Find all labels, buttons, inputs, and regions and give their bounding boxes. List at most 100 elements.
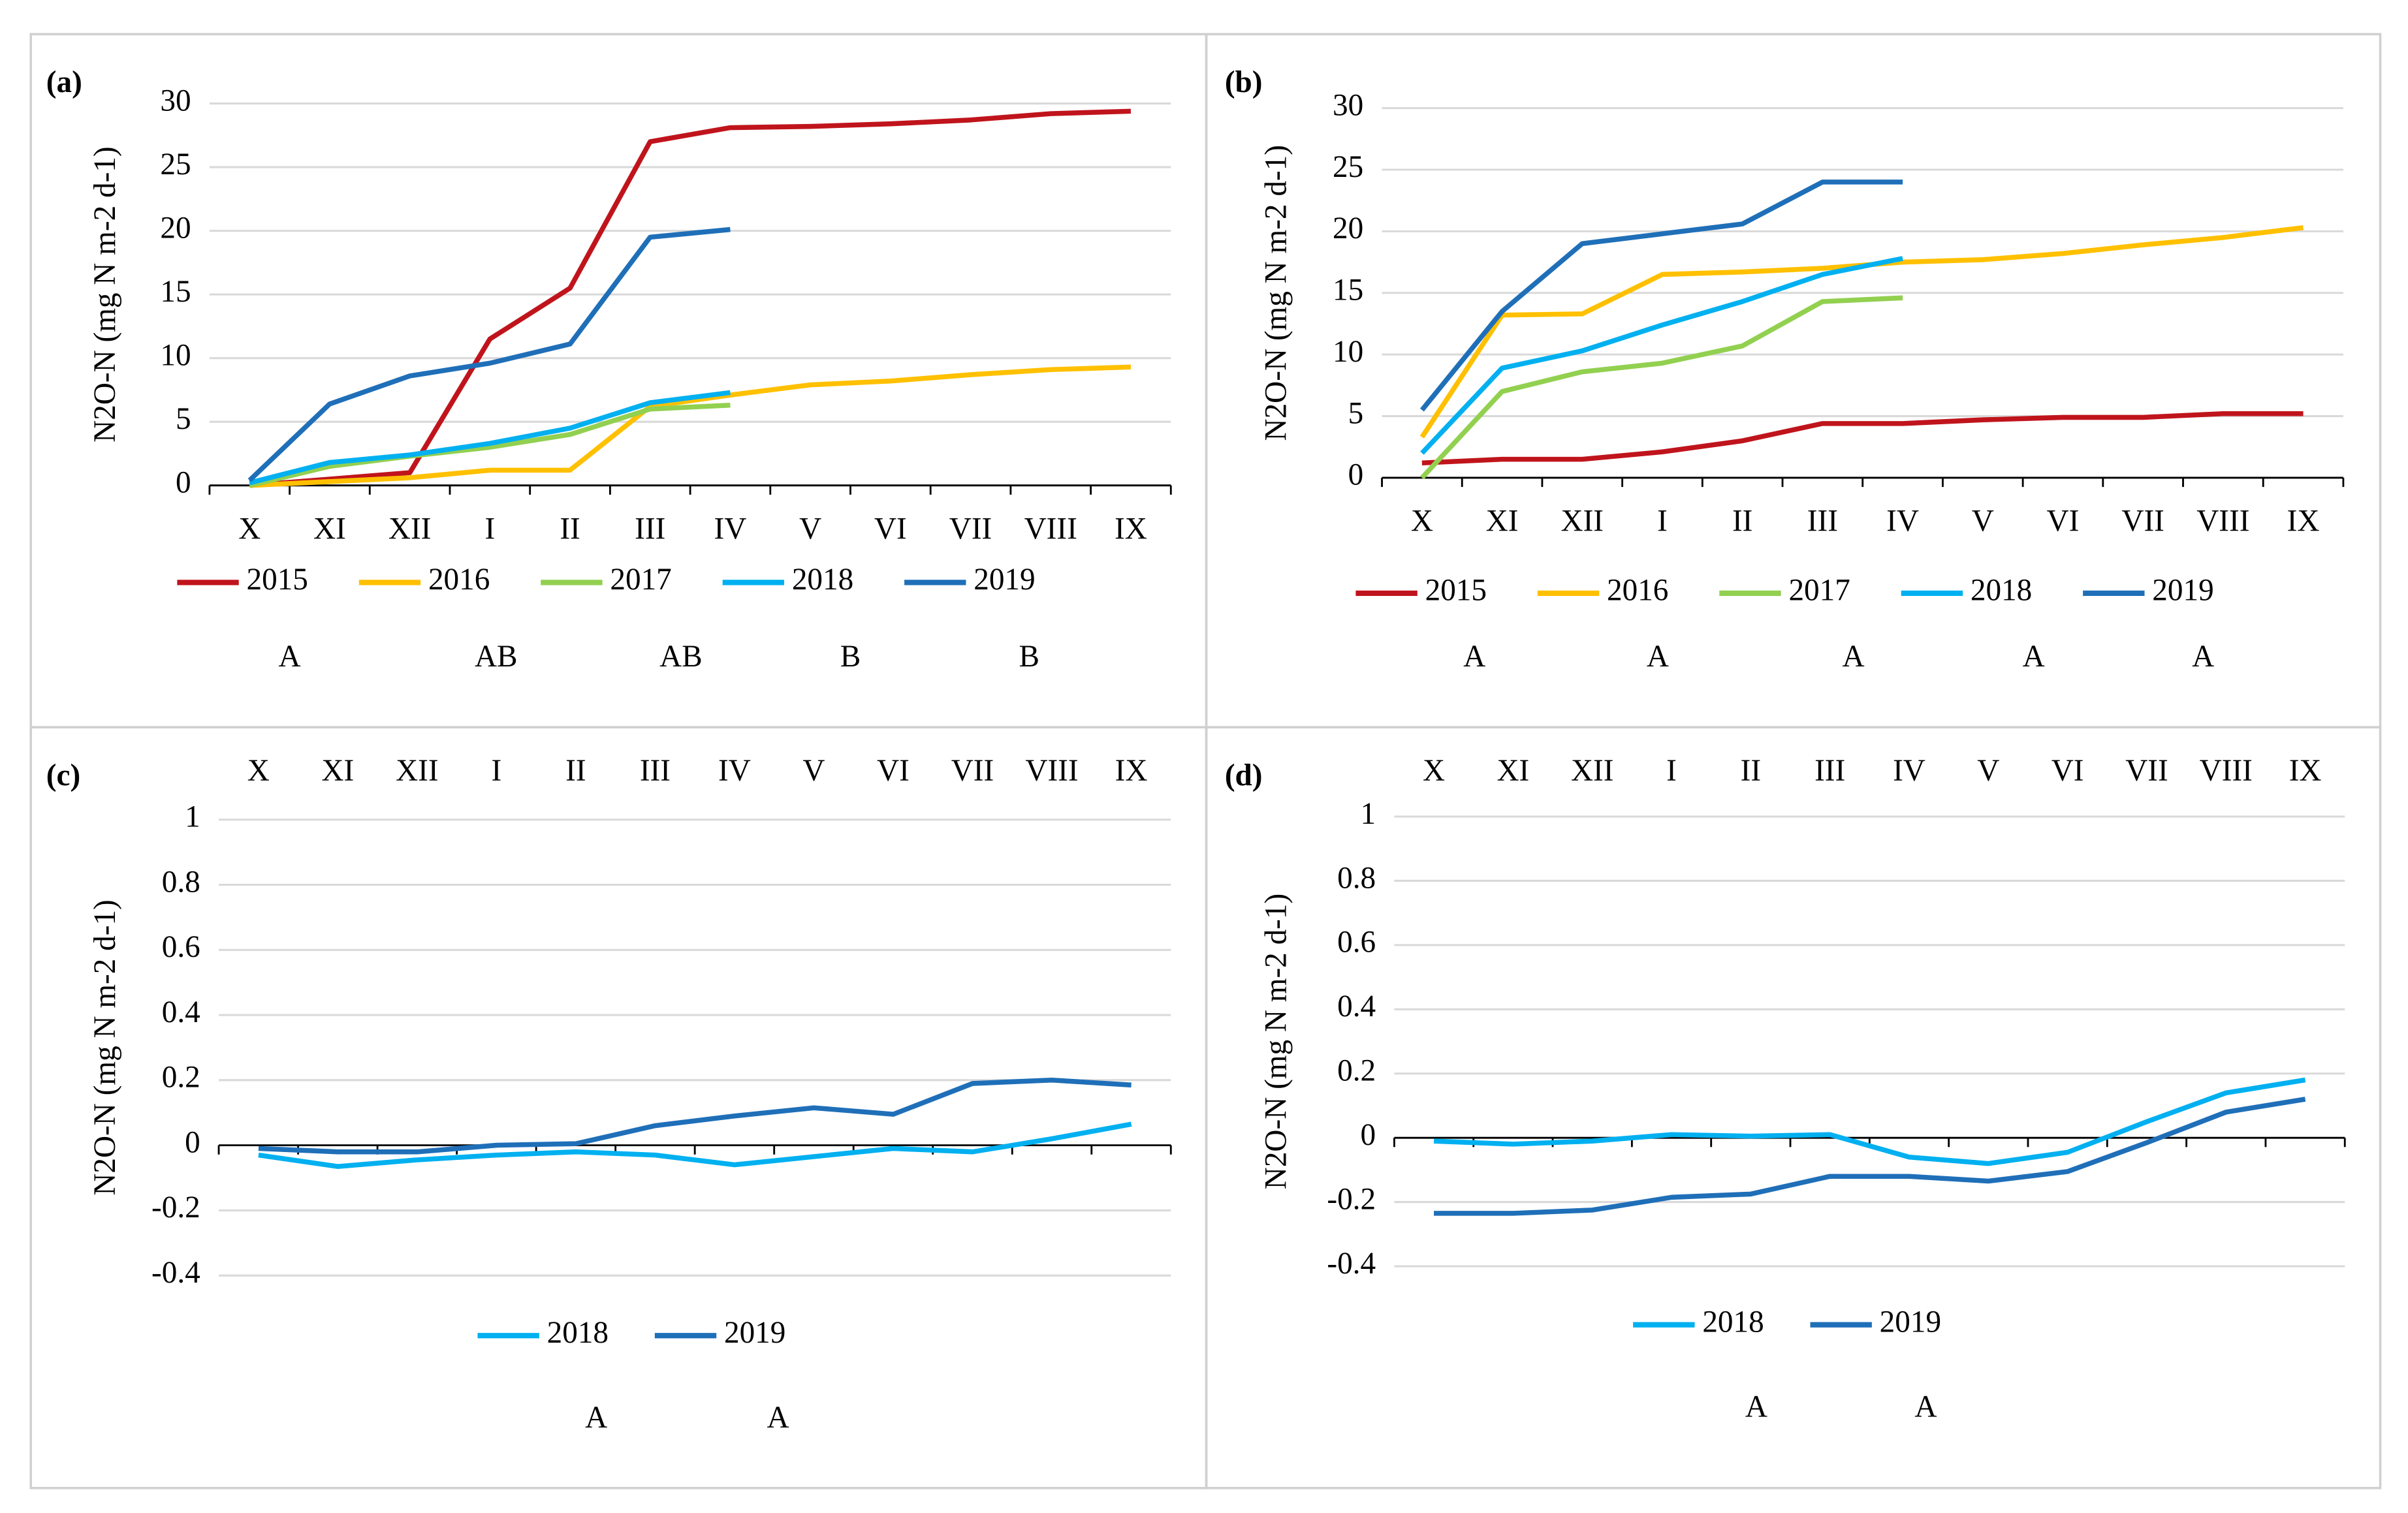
y-tick-label: -0.4: [151, 1256, 200, 1290]
x-tick-label: IX: [1115, 754, 1148, 788]
x-tick-label: VIII: [1024, 512, 1077, 546]
annotation: A: [1647, 640, 1669, 674]
x-tick-label: X: [247, 754, 270, 788]
y-tick-label: 0.6: [162, 930, 200, 964]
y-tick-label: 20: [160, 211, 191, 245]
annotation: A: [1463, 640, 1485, 674]
y-tick-label: 0: [185, 1125, 200, 1159]
x-tick-label: XII: [388, 512, 432, 546]
y-axis-label: N2O-N (mg N m-2 d-1): [1259, 894, 1293, 1189]
x-tick-label: VIII: [1025, 754, 1078, 788]
series-line: [249, 390, 731, 486]
series-line: [247, 226, 731, 482]
y-tick-label: 20: [1333, 211, 1363, 245]
series-line: [249, 403, 731, 488]
x-tick-label: XII: [1561, 505, 1604, 538]
y-tick-label: -0.4: [1327, 1247, 1376, 1281]
y-tick-label: 25: [1333, 150, 1363, 184]
legend-label: 2015: [247, 563, 308, 597]
x-tick-label: VII: [2121, 505, 2164, 538]
x-tick-label: II: [1732, 505, 1752, 538]
x-tick-label: II: [560, 512, 580, 546]
legend-label: 2019: [974, 563, 1035, 597]
annotation: B: [840, 640, 861, 674]
y-tick-label: 0.2: [1337, 1054, 1376, 1088]
x-tick-label: VII: [2125, 754, 2168, 788]
x-tick-label: IX: [2287, 505, 2320, 538]
y-axis-label: N2O-N (mg N m-2 d-1): [88, 899, 122, 1195]
x-tick-label: I: [484, 512, 495, 546]
x-tick-label: VI: [874, 512, 907, 546]
annotation: AB: [475, 640, 518, 674]
x-tick-label: IX: [1115, 512, 1147, 546]
x-tick-label: XI: [313, 512, 346, 546]
panel-label: (d): [1225, 758, 1263, 792]
panel-label: (b): [1225, 65, 1263, 99]
annotation: AB: [659, 640, 703, 674]
panel-frame: [1205, 33, 2382, 728]
x-tick-label: X: [238, 512, 261, 546]
y-tick-label: 0.4: [1337, 990, 1376, 1023]
annotation: A: [279, 640, 301, 674]
x-tick-label: XII: [1571, 754, 1614, 788]
legend-label: 2018: [1702, 1305, 1764, 1339]
x-tick-label: V: [1977, 754, 1999, 788]
legend-label: 2019: [1880, 1305, 1941, 1339]
legend-label: 2018: [792, 563, 853, 597]
legend-label: 2018: [1971, 574, 2032, 608]
annotation: A: [1745, 1390, 1767, 1424]
y-axis-label: N2O-N (mg N m-2 d-1): [88, 146, 122, 442]
y-tick-label: 5: [1348, 396, 1364, 430]
x-tick-label: I: [492, 754, 502, 788]
x-tick-label: VII: [949, 512, 992, 546]
series-line: [1433, 1077, 2306, 1166]
series-line: [249, 364, 1132, 488]
y-tick-label: 0: [176, 466, 191, 500]
y-tick-label: 0.8: [162, 865, 200, 899]
y-tick-label: 15: [1333, 273, 1363, 307]
x-tick-label: XII: [396, 754, 439, 788]
series-line: [1420, 295, 1903, 480]
x-tick-label: IV: [1886, 505, 1919, 538]
x-tick-label: X: [1423, 754, 1445, 788]
x-tick-label: V: [799, 512, 821, 546]
x-tick-label: III: [640, 754, 671, 788]
x-tick-label: V: [802, 754, 825, 788]
series-line: [1420, 256, 1903, 455]
annotation: B: [1019, 640, 1039, 674]
panel-frame: [1205, 726, 2382, 1490]
x-tick-label: I: [1657, 505, 1668, 538]
annotation: A: [585, 1401, 607, 1435]
legend-label: 2019: [2152, 574, 2213, 608]
panel-frame: [29, 33, 1208, 728]
y-tick-label: -0.2: [151, 1191, 200, 1224]
y-tick-label: 0.8: [1337, 861, 1376, 895]
series-line: [1434, 1097, 2306, 1216]
y-tick-label: 25: [160, 148, 191, 181]
x-tick-label: XI: [321, 754, 354, 788]
annotation: A: [2192, 640, 2214, 674]
x-tick-label: VII: [951, 754, 994, 788]
y-tick-label: -0.2: [1327, 1182, 1376, 1216]
y-tick-label: 0.6: [1337, 926, 1376, 959]
x-tick-label: VI: [2052, 754, 2084, 788]
y-tick-label: 15: [160, 275, 191, 309]
panel-label: (a): [46, 65, 82, 99]
series-line: [1419, 225, 2304, 439]
y-tick-label: 5: [176, 402, 191, 436]
x-tick-label: I: [1666, 754, 1677, 788]
series-line: [258, 1077, 1132, 1155]
series-line: [1421, 411, 2304, 466]
series-line: [258, 1121, 1132, 1169]
x-tick-label: VIII: [2196, 505, 2249, 538]
y-tick-label: 10: [160, 338, 191, 372]
annotation: A: [2023, 640, 2045, 674]
x-tick-label: II: [565, 754, 586, 788]
legend-label: 2019: [724, 1316, 785, 1350]
annotation: A: [767, 1401, 789, 1435]
legend-label: 2016: [428, 563, 490, 597]
x-tick-label: VI: [2047, 505, 2080, 538]
panel-label: (c): [46, 758, 80, 792]
x-tick-label: III: [1814, 754, 1845, 788]
